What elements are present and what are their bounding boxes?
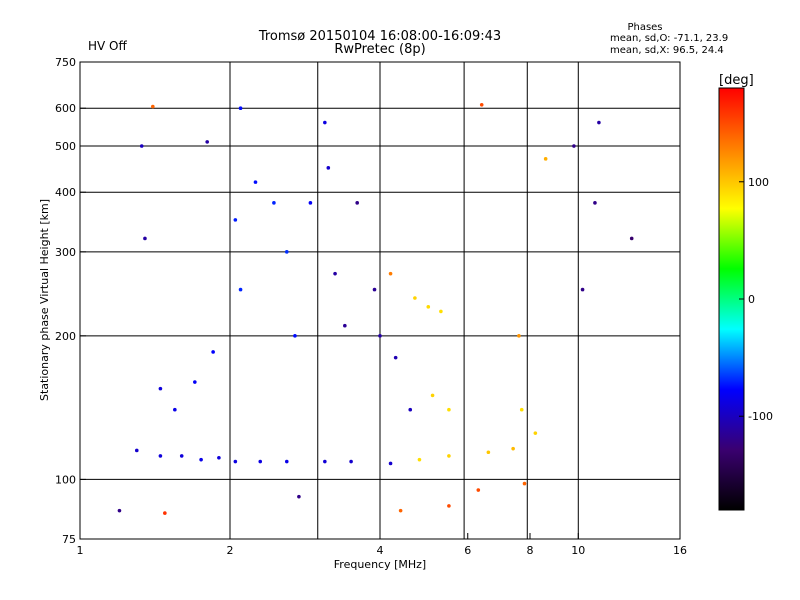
data-point bbox=[199, 457, 203, 462]
data-point bbox=[238, 287, 243, 292]
data-point bbox=[408, 407, 413, 412]
data-point bbox=[447, 407, 451, 412]
data-point bbox=[519, 407, 524, 412]
data-point bbox=[211, 350, 215, 354]
x-tick-label: 2 bbox=[227, 544, 234, 557]
data-point bbox=[272, 201, 276, 205]
data-point bbox=[258, 459, 263, 464]
data-point bbox=[173, 407, 177, 412]
x-tick-label: 16 bbox=[673, 544, 687, 557]
data-point bbox=[426, 305, 431, 309]
chart-title: Tromsø 20150104 16:08:00-16:09:43 bbox=[258, 29, 501, 44]
data-point bbox=[580, 287, 585, 292]
x-tick-label: 8 bbox=[527, 544, 534, 557]
data-points bbox=[117, 103, 634, 515]
data-point bbox=[333, 271, 337, 276]
data-point bbox=[447, 504, 451, 508]
y-tick-label: 100 bbox=[55, 473, 76, 486]
x-tick-label: 1 bbox=[77, 544, 84, 557]
data-point bbox=[238, 106, 243, 111]
data-point bbox=[439, 309, 443, 314]
hv-status-label: HV Off bbox=[88, 39, 127, 53]
grid-lines bbox=[80, 62, 680, 539]
x-tick-label: 6 bbox=[464, 544, 471, 557]
colorbar-ticks: 100 0 -100 bbox=[739, 176, 773, 423]
data-point bbox=[233, 218, 238, 222]
data-point bbox=[233, 459, 238, 464]
y-tick-label: 300 bbox=[55, 246, 76, 259]
data-point bbox=[253, 180, 258, 184]
data-point bbox=[143, 236, 147, 241]
data-point bbox=[326, 166, 331, 170]
data-point bbox=[413, 296, 417, 300]
data-point bbox=[117, 508, 122, 513]
y-tick-label: 400 bbox=[55, 186, 76, 199]
phases-heading: Phases bbox=[627, 22, 662, 33]
colorbar-unit-label: [deg] bbox=[719, 73, 754, 88]
data-point bbox=[323, 120, 327, 125]
data-point bbox=[543, 157, 548, 161]
data-point bbox=[372, 287, 377, 292]
data-point bbox=[158, 386, 163, 391]
data-point bbox=[597, 120, 601, 125]
data-point bbox=[378, 334, 382, 338]
data-point bbox=[355, 201, 359, 205]
x-tick-label: 10 bbox=[571, 544, 585, 557]
colorbar-tick-label: 100 bbox=[748, 176, 769, 189]
data-point bbox=[139, 144, 144, 148]
data-point bbox=[151, 104, 155, 109]
phase-o-stats: mean, sd,O: -71.1, 23.9 bbox=[610, 33, 728, 44]
data-point bbox=[323, 459, 327, 464]
data-point bbox=[629, 236, 634, 241]
data-point bbox=[205, 140, 209, 144]
data-point bbox=[593, 201, 597, 205]
data-point bbox=[388, 271, 393, 276]
data-point bbox=[486, 450, 491, 455]
data-point bbox=[476, 488, 481, 492]
data-point bbox=[511, 446, 515, 451]
y-axis-ticks: 75 100 200 300 400 500 600 750 bbox=[55, 56, 86, 546]
data-point bbox=[297, 494, 301, 499]
data-point bbox=[533, 431, 538, 435]
data-point bbox=[522, 481, 527, 486]
colorbar-tick-label: 0 bbox=[748, 293, 755, 306]
data-point bbox=[284, 250, 289, 254]
data-point bbox=[293, 334, 297, 338]
chart-subtitle: RwPretec (8p) bbox=[334, 42, 425, 57]
data-point bbox=[158, 454, 163, 458]
y-tick-label: 500 bbox=[55, 140, 76, 153]
colorbar-tick-label: -100 bbox=[748, 410, 773, 423]
data-point bbox=[398, 508, 403, 513]
y-tick-label: 600 bbox=[55, 102, 76, 115]
y-tick-label: 75 bbox=[62, 533, 76, 546]
data-point bbox=[343, 323, 347, 328]
y-tick-label: 750 bbox=[55, 56, 76, 69]
data-point bbox=[572, 144, 576, 148]
data-point bbox=[430, 393, 435, 398]
data-point bbox=[308, 201, 313, 205]
data-point bbox=[134, 448, 139, 453]
data-point bbox=[393, 355, 398, 360]
data-point bbox=[517, 334, 521, 338]
data-point bbox=[284, 459, 289, 464]
y-tick-label: 200 bbox=[55, 330, 76, 343]
x-tick-label: 4 bbox=[377, 544, 384, 557]
data-point bbox=[447, 454, 451, 458]
data-point bbox=[179, 454, 184, 458]
y-axis-label: Stationary phase Virtual Height [km] bbox=[38, 199, 51, 401]
data-point bbox=[217, 455, 221, 460]
data-point bbox=[193, 380, 197, 384]
data-point bbox=[479, 103, 484, 107]
data-point bbox=[163, 511, 167, 515]
x-axis-label: Frequency [MHz] bbox=[334, 558, 426, 571]
data-point bbox=[388, 461, 393, 466]
data-point bbox=[349, 459, 353, 464]
data-point bbox=[417, 457, 422, 462]
x-axis-ticks: 1 2 4 6 8 10 16 bbox=[77, 533, 687, 557]
phase-x-stats: mean, sd,X: 96.5, 24.4 bbox=[610, 45, 724, 56]
